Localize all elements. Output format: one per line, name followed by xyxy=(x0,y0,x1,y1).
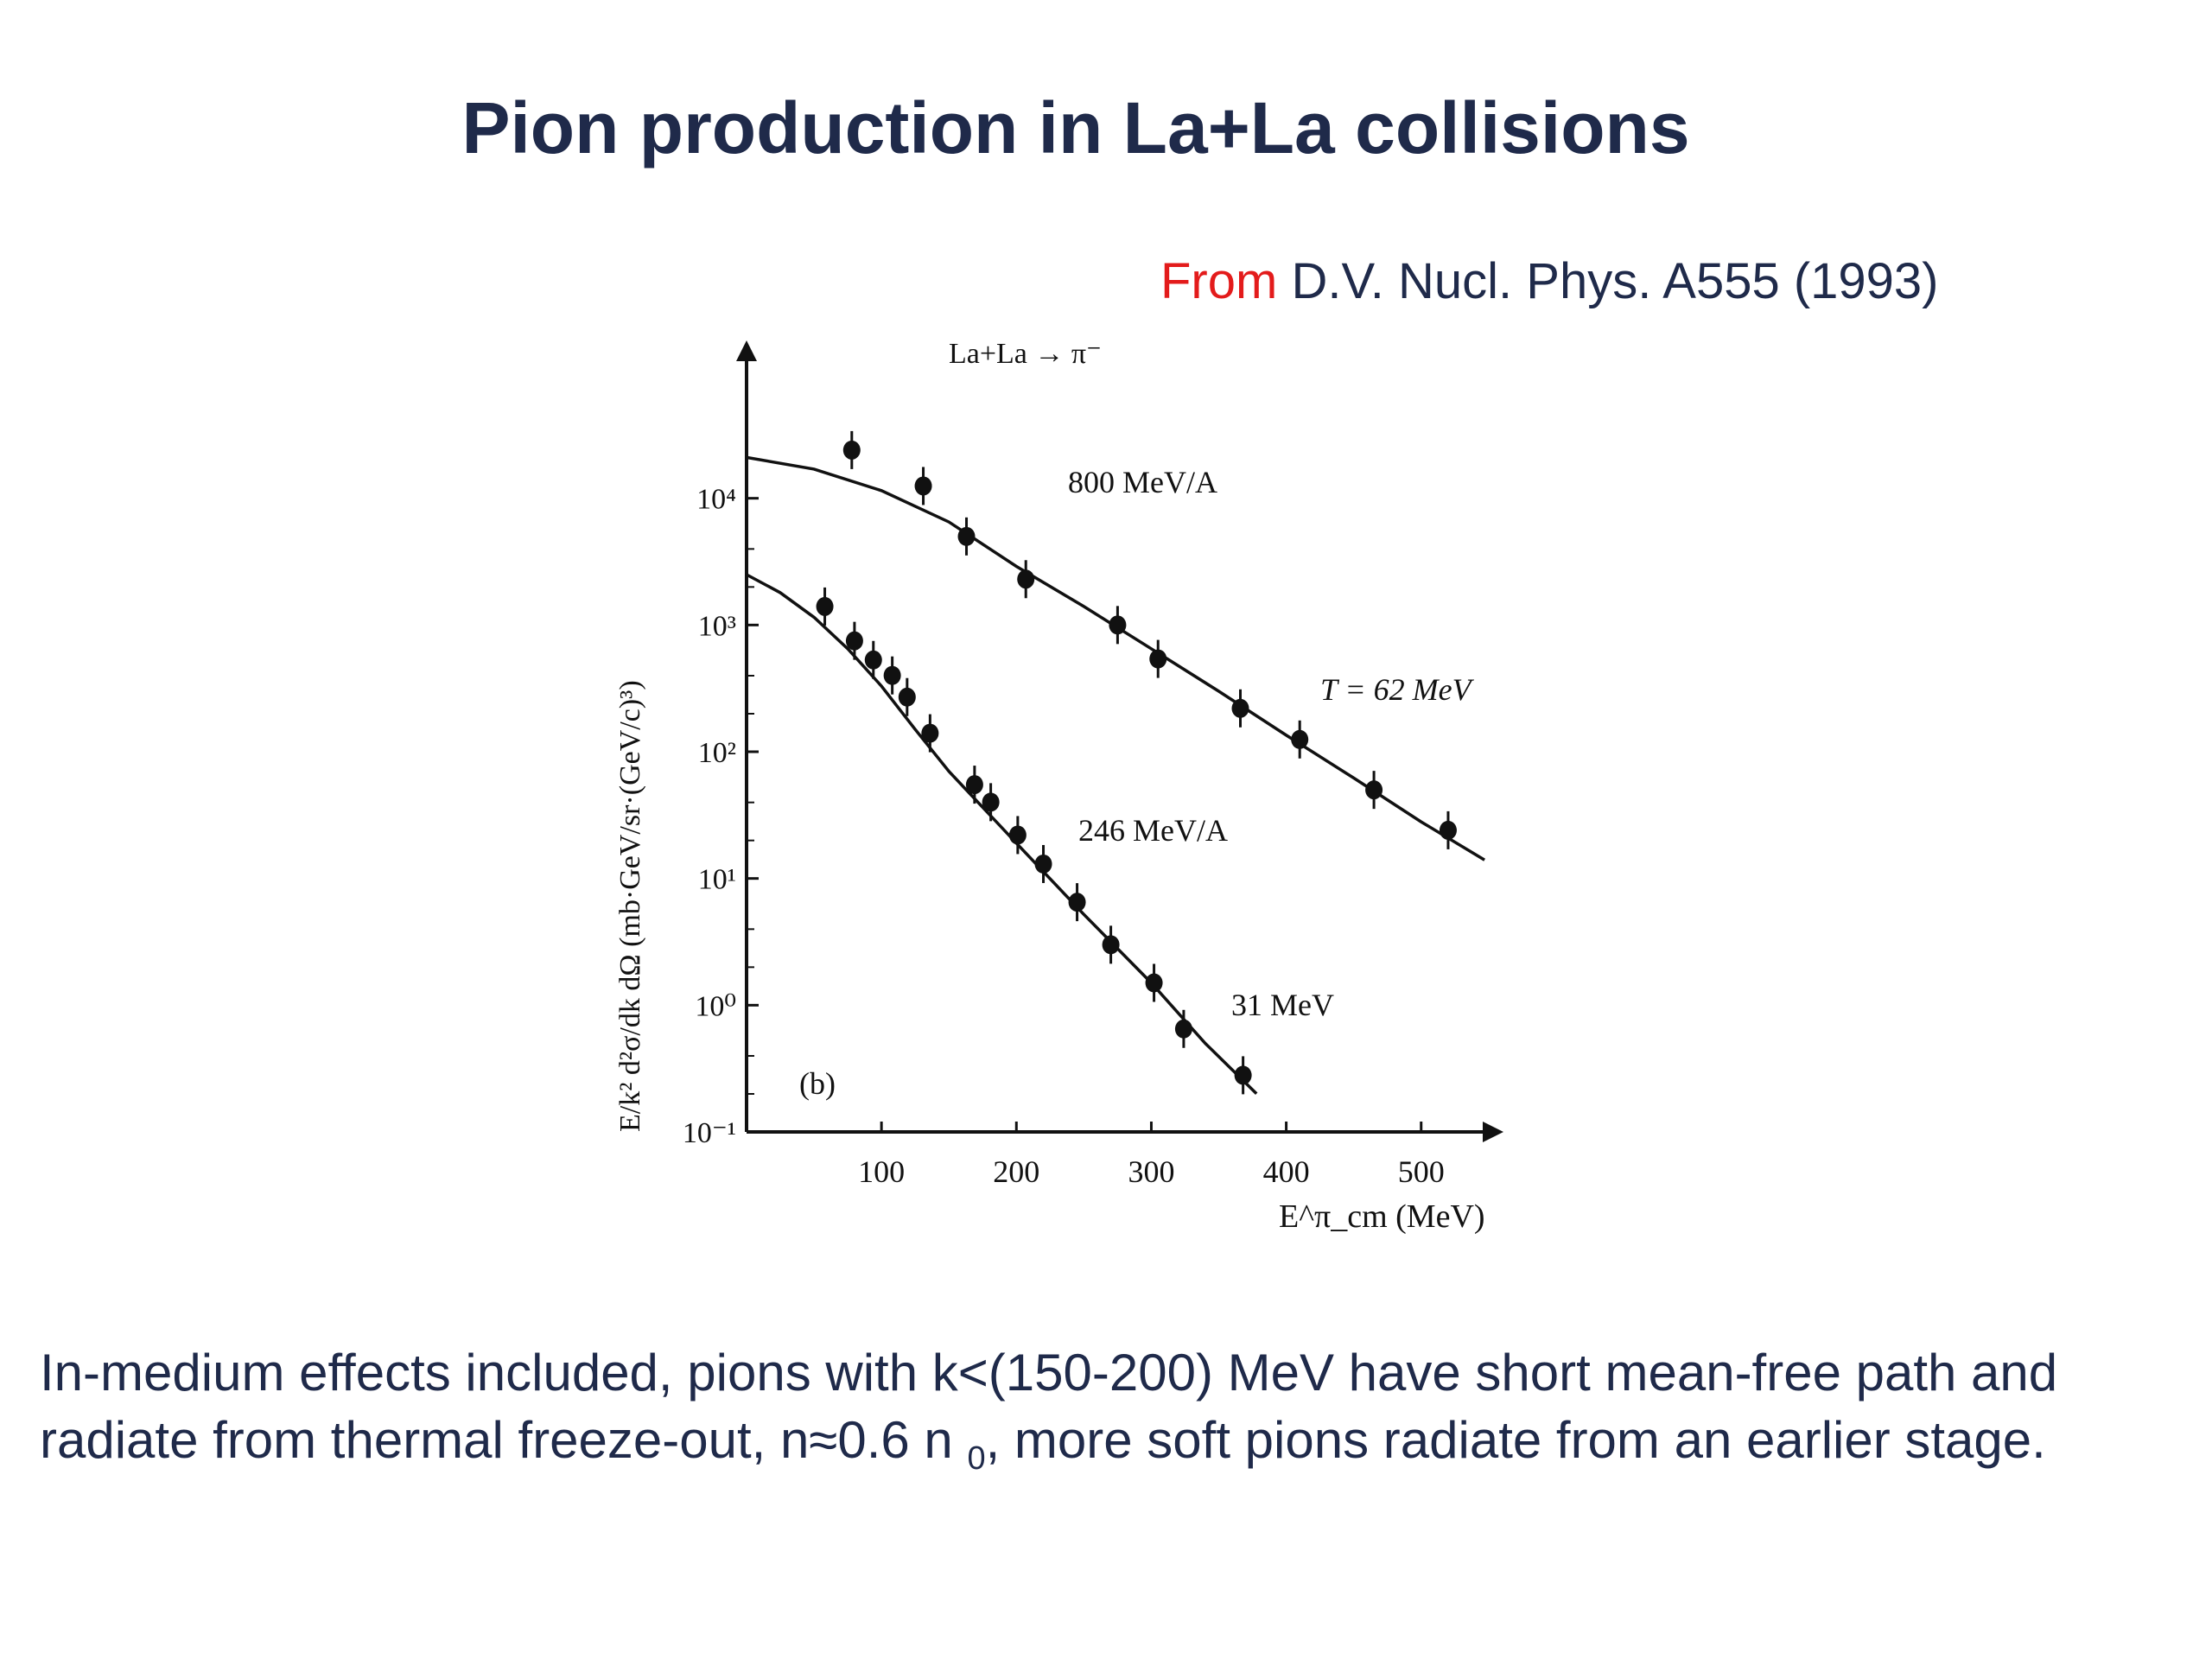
ticks: 100 200 300 400 500 10⁻¹ 10⁰ 10¹ 10² 10³ 10⁴ xyxy=(683,484,1445,1189)
x-tick-label: 500 xyxy=(1398,1154,1445,1189)
source-reference: D.V. Nucl. Phys. A555 (1993) xyxy=(1277,253,1939,309)
panel-label: (b) xyxy=(799,1066,836,1101)
data-point xyxy=(1174,1019,1192,1039)
data-point xyxy=(1068,893,1086,912)
data-point xyxy=(1291,729,1309,749)
y-tick-label: 10⁻¹ xyxy=(683,1117,736,1149)
data-point xyxy=(1149,649,1167,669)
y-tick-label: 10⁰ xyxy=(695,990,736,1022)
pion-spectrum-chart: 100 200 300 400 500 10⁻¹ 10⁰ 10¹ 10² 10³ 10⁴ La+La… xyxy=(614,338,1503,1235)
data-point xyxy=(845,631,863,651)
caption-line-2-end: , more soft pions radiate from an earlie… xyxy=(985,1411,2046,1469)
data-point xyxy=(921,723,939,743)
x-axis-label: E^π_cm (MeV) xyxy=(1279,1198,1485,1235)
caption-subscript: 0 xyxy=(967,1440,986,1477)
source-citation: From D.V. Nucl. Phys. A555 (1993) xyxy=(1160,252,1939,310)
caption-line-2-start: radiate from thermal freeze-out, n≈0.6 n xyxy=(40,1411,968,1469)
caption-line-1: In-medium effects included, pions with k… xyxy=(40,1344,2058,1402)
series-label-246: 246 MeV/A xyxy=(1078,813,1228,848)
chart-title: La+La → π⁻ xyxy=(949,338,1102,370)
caption-line-2: radiate from thermal freeze-out, n≈0.6 n… xyxy=(40,1407,2200,1492)
data-point xyxy=(1231,698,1249,718)
data-point xyxy=(898,687,916,707)
data-point xyxy=(1439,820,1457,840)
data-point xyxy=(1145,973,1163,993)
data-point xyxy=(1234,1065,1252,1085)
data-point xyxy=(1017,569,1035,589)
x-tick-label: 100 xyxy=(858,1154,905,1189)
data-point xyxy=(864,650,882,670)
fit-curve-246 xyxy=(746,573,1258,1096)
axes xyxy=(736,340,1503,1142)
y-tick-label: 10¹ xyxy=(698,864,736,896)
data-point xyxy=(982,792,1000,812)
data-point xyxy=(1109,615,1127,635)
y-tick-label: 10⁴ xyxy=(696,484,736,516)
y-tick-label: 10³ xyxy=(698,610,736,642)
data-point xyxy=(914,476,932,496)
x-tick-label: 400 xyxy=(1263,1154,1310,1189)
data-point xyxy=(842,440,861,460)
data-point xyxy=(965,775,983,795)
spectrum-figure: 100 200 300 400 500 10⁻¹ 10⁰ 10¹ 10² 10³ 10⁴ La+La… xyxy=(553,320,1521,1270)
data-point xyxy=(1365,780,1383,800)
data-point xyxy=(883,665,901,685)
fit-label-800: T = 62 MeV xyxy=(1320,672,1475,707)
slide-title: Pion production in La+La collisions xyxy=(461,87,1690,168)
series-label-800: 800 MeV/A xyxy=(1068,465,1217,499)
data-point xyxy=(957,526,976,546)
fit-label-246: 31 MeV xyxy=(1231,988,1334,1022)
data-point xyxy=(1034,854,1052,874)
y-axis-label: E/k² d²σ/dk dΩ (mb·GeV/sr·(GeV/c)³) xyxy=(614,680,646,1132)
x-tick-label: 300 xyxy=(1128,1154,1174,1189)
data-points xyxy=(816,430,1457,1095)
data-point xyxy=(1102,935,1120,955)
y-tick-label: 10² xyxy=(698,737,736,769)
data-point xyxy=(816,596,834,616)
source-from-label: From xyxy=(1160,253,1278,309)
data-point xyxy=(1008,825,1027,845)
x-tick-label: 200 xyxy=(993,1154,1039,1189)
caption: In-medium effects included, pions with k… xyxy=(40,1339,2200,1492)
